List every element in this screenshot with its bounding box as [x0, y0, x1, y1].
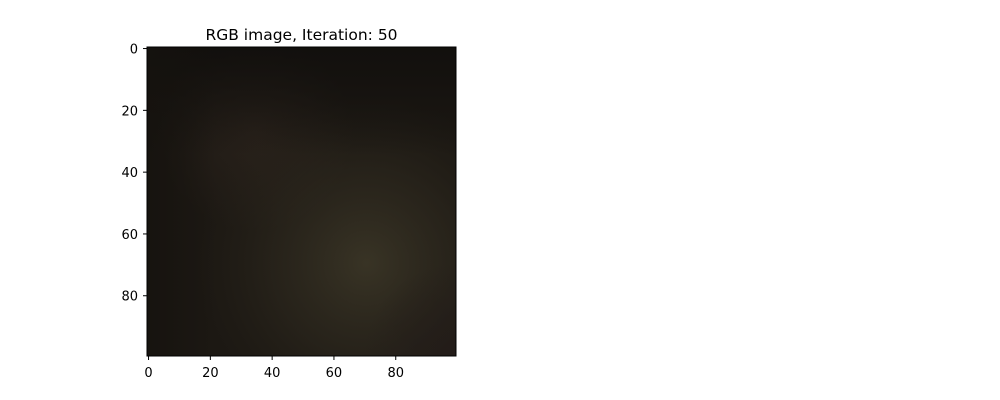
x-axis-ticks: 0 20 40 60 80	[144, 356, 404, 381]
y-tick-label: 0	[130, 43, 138, 58]
x-tick-label: 80	[387, 366, 404, 381]
x-tick-label: 0	[144, 366, 152, 381]
axes-frame	[146, 46, 457, 357]
chart-title: RGB image, Iteration: 50	[205, 26, 397, 44]
y-tick-label: 40	[121, 166, 138, 181]
x-tick-label: 40	[264, 366, 281, 381]
y-axis-ticks: 0 20 40 60 80	[121, 43, 147, 305]
y-tick-label: 80	[121, 290, 138, 305]
x-tick-label: 60	[326, 366, 343, 381]
image-plot	[147, 47, 456, 356]
y-tick-label: 20	[121, 104, 138, 119]
y-tick-label: 60	[121, 228, 138, 243]
x-tick-label: 20	[202, 366, 219, 381]
image-corner-shadow	[147, 47, 456, 356]
